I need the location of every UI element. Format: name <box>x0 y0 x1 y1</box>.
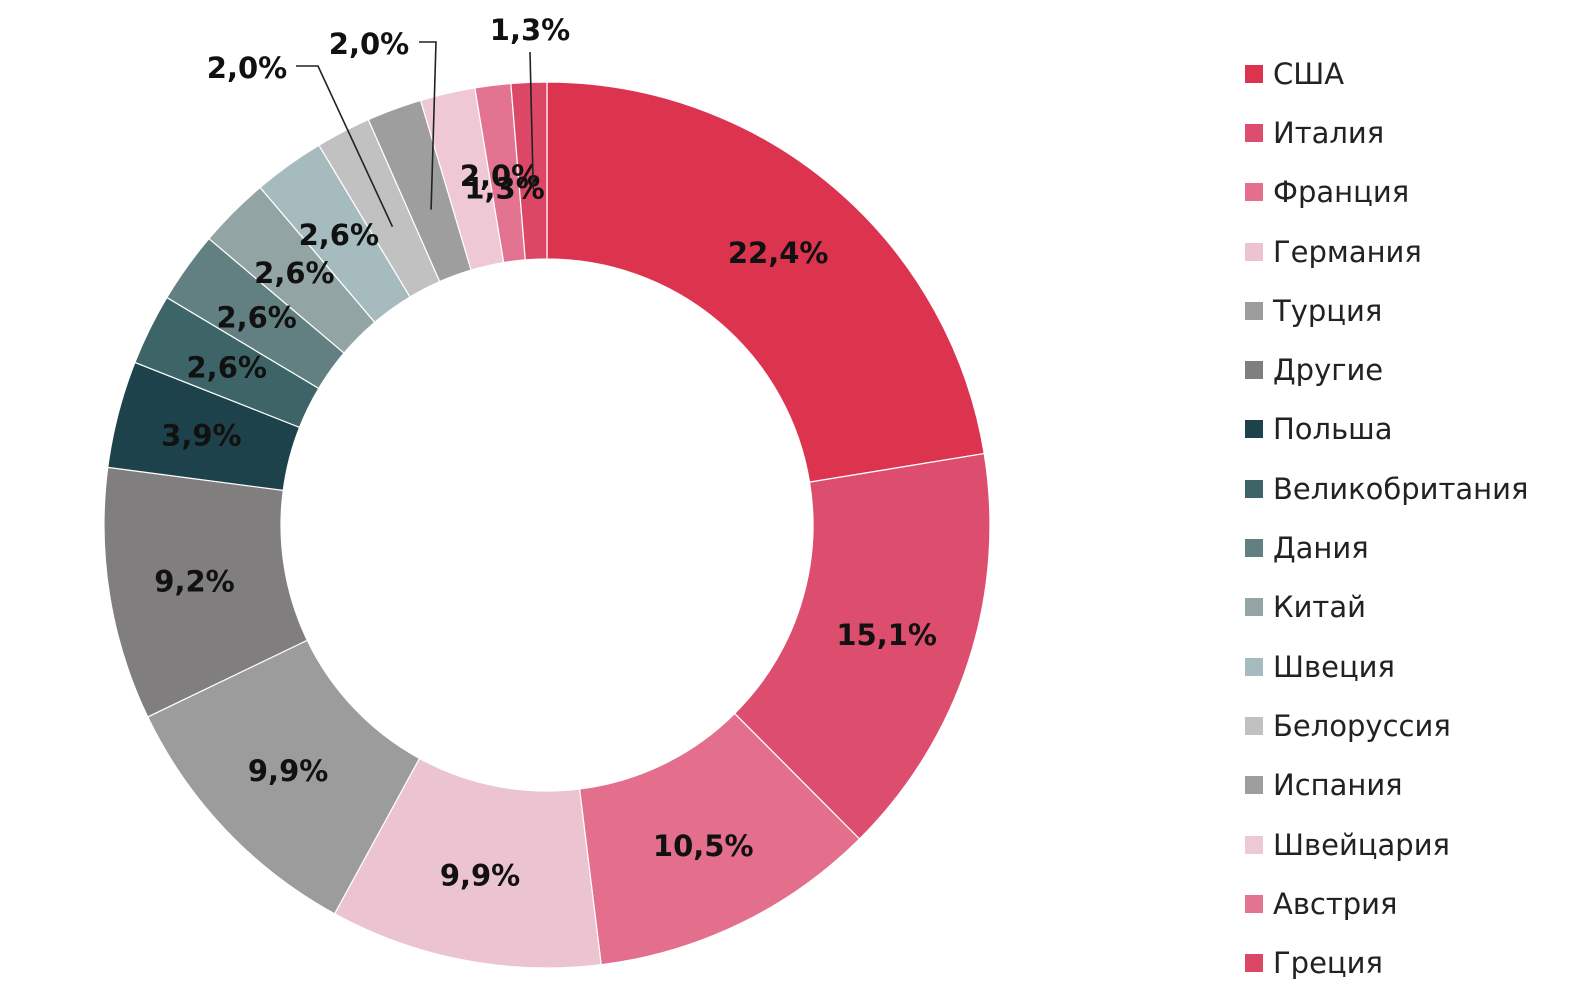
legend-item: Белоруссия <box>1245 696 1565 755</box>
slice-label-Швейцария: 2,0% <box>460 159 540 193</box>
legend-item: Дания <box>1245 518 1565 577</box>
legend-item: Испания <box>1245 756 1565 815</box>
legend-item: Германия <box>1245 222 1565 281</box>
legend-item: Швеция <box>1245 637 1565 696</box>
legend-item: Другие <box>1245 340 1565 399</box>
slice-label-Италия: 15,1% <box>836 618 937 652</box>
legend-item: Швейцария <box>1245 815 1565 874</box>
legend-label: Турция <box>1273 293 1383 328</box>
legend-label: Австрия <box>1273 886 1398 921</box>
legend-swatch <box>1245 479 1263 498</box>
legend-label: Швейцария <box>1273 827 1451 862</box>
slice-Италия <box>733 452 991 840</box>
slice-label-США: 22,4% <box>728 236 829 270</box>
slice-label-Германия: 9,9% <box>440 859 520 893</box>
slice-label-Франция: 10,5% <box>653 829 754 863</box>
legend-swatch <box>1245 123 1263 142</box>
legend-label: Германия <box>1273 234 1422 269</box>
legend-label: Испания <box>1273 768 1403 803</box>
legend-swatch <box>1245 716 1263 735</box>
legend-label: Китай <box>1273 590 1366 625</box>
legend-swatch <box>1245 894 1263 913</box>
legend-item: Китай <box>1245 578 1565 637</box>
slice-label-Великобритания: 2,6% <box>187 350 267 384</box>
legend-label: Белоруссия <box>1273 708 1451 743</box>
chart-legend: США Италия Франция Германия Турция Другие Поль… <box>1245 44 1565 993</box>
legend-item: Франция <box>1245 163 1565 222</box>
legend-label: Италия <box>1273 115 1385 150</box>
slice-label-Польша: 3,9% <box>161 419 241 453</box>
slice-label-Греция: 1,3% <box>490 13 570 47</box>
legend-swatch <box>1245 657 1263 676</box>
legend-label: Дания <box>1273 531 1369 566</box>
legend-label: США <box>1273 56 1345 91</box>
legend-item: Великобритания <box>1245 459 1565 518</box>
legend-item: Австрия <box>1245 874 1565 933</box>
legend-swatch <box>1245 598 1263 617</box>
legend-swatch <box>1245 835 1263 854</box>
leader-line-Греция <box>529 51 535 190</box>
legend-item: Турция <box>1245 281 1565 340</box>
legend-swatch <box>1245 242 1263 261</box>
legend-swatch <box>1245 301 1263 320</box>
legend-label: Великобритания <box>1273 471 1529 506</box>
legend-item: Польша <box>1245 400 1565 459</box>
leader-line-Белоруссия <box>296 65 394 227</box>
legend-label: Франция <box>1273 175 1410 210</box>
slice-label-Дания: 2,6% <box>216 300 296 334</box>
slice-Греция <box>510 81 548 261</box>
legend-swatch <box>1245 361 1263 380</box>
legend-item: США <box>1245 44 1565 103</box>
legend-swatch <box>1245 183 1263 202</box>
slice-label-Австрия: 1,3% <box>464 172 544 206</box>
slice-label-Белоруссия: 2,0% <box>207 51 287 85</box>
leader-line-Испания <box>419 41 437 210</box>
slice-label-Китай: 2,6% <box>254 256 334 290</box>
legend-item: Италия <box>1245 103 1565 162</box>
legend-swatch <box>1245 64 1263 83</box>
legend-item: Греция <box>1245 933 1565 992</box>
legend-label: Швеция <box>1273 649 1395 684</box>
legend-label: Польша <box>1273 412 1393 447</box>
slice-label-Швеция: 2,6% <box>299 218 379 252</box>
legend-swatch <box>1245 954 1263 973</box>
legend-label: Греция <box>1273 946 1383 981</box>
legend-label: Другие <box>1273 353 1384 388</box>
legend-swatch <box>1245 776 1263 795</box>
legend-swatch <box>1245 539 1263 558</box>
slice-США <box>546 81 985 483</box>
legend-swatch <box>1245 420 1263 439</box>
slice-label-Другие: 9,2% <box>154 564 234 598</box>
slice-label-Испания: 2,0% <box>329 27 409 61</box>
donut-chart: 22,4% 15,1% 10,5% 9,9% 9,9% 9,2% 3,9% 2,6% 2,6% 2… <box>103 13 991 969</box>
slice-label-Турция: 9,9% <box>248 754 328 788</box>
